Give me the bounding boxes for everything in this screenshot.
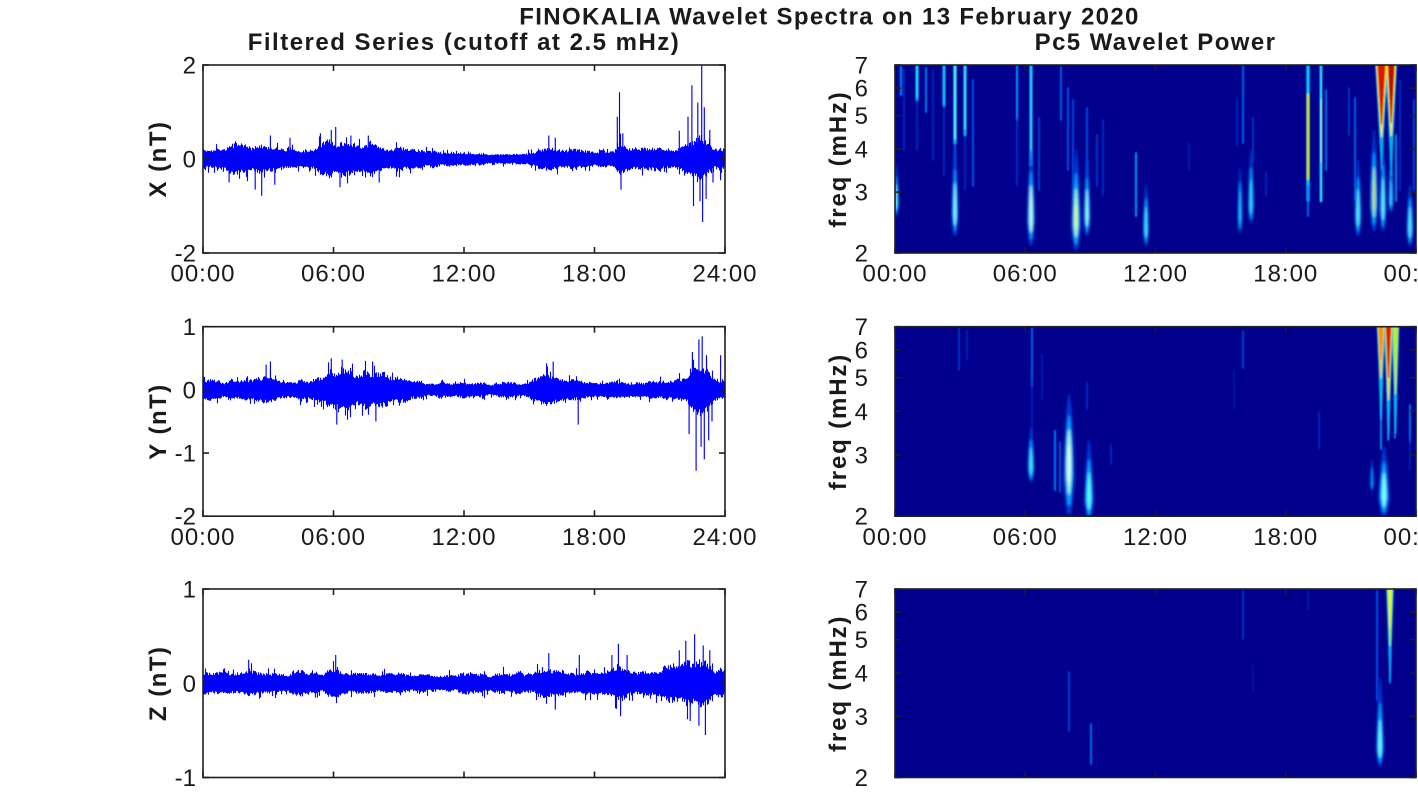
svg-text:06:00: 06:00 xyxy=(993,524,1058,551)
svg-text:Pc5 Wavelet Power: Pc5 Wavelet Power xyxy=(1035,29,1277,56)
svg-text:00:00: 00:00 xyxy=(170,524,235,551)
svg-text:freq (mHz): freq (mHz) xyxy=(825,353,852,490)
svg-text:4: 4 xyxy=(855,661,868,688)
svg-text:1: 1 xyxy=(183,577,196,604)
svg-text:06:00: 06:00 xyxy=(301,261,366,288)
svg-text:-1: -1 xyxy=(175,765,196,788)
svg-text:12:00: 12:00 xyxy=(1123,261,1188,288)
svg-text:3: 3 xyxy=(855,442,868,469)
svg-text:7: 7 xyxy=(855,314,868,341)
svg-text:18:00: 18:00 xyxy=(562,524,627,551)
svg-text:06:00: 06:00 xyxy=(301,524,366,551)
svg-text:00:00: 00:00 xyxy=(862,524,927,551)
svg-text:-2: -2 xyxy=(175,504,196,531)
svg-text:7: 7 xyxy=(855,577,868,604)
svg-text:2: 2 xyxy=(855,765,868,788)
svg-text:5: 5 xyxy=(855,103,868,130)
svg-text:0: 0 xyxy=(183,671,196,698)
svg-text:Z (nT): Z (nT) xyxy=(145,645,172,721)
svg-text:00:00: 00:00 xyxy=(862,261,927,288)
svg-text:00:00: 00:00 xyxy=(1383,261,1418,288)
svg-text:12:00: 12:00 xyxy=(1123,524,1188,551)
svg-text:4: 4 xyxy=(855,399,868,426)
svg-text:3: 3 xyxy=(855,180,868,207)
svg-text:6: 6 xyxy=(855,76,868,103)
svg-text:6: 6 xyxy=(855,338,868,365)
svg-text:4: 4 xyxy=(855,136,868,163)
svg-text:Filtered Series (cutoff at 2.5: Filtered Series (cutoff at 2.5 mHz) xyxy=(248,29,681,56)
svg-text:freq (mHz): freq (mHz) xyxy=(825,615,852,752)
svg-text:6: 6 xyxy=(855,600,868,627)
svg-text:12:00: 12:00 xyxy=(431,261,496,288)
svg-text:18:00: 18:00 xyxy=(1253,524,1318,551)
svg-text:24:00: 24:00 xyxy=(692,524,757,551)
svg-text:FINOKALIA Wavelet Spectra on 1: FINOKALIA Wavelet Spectra on 13 February… xyxy=(519,3,1139,30)
svg-text:freq (mHz): freq (mHz) xyxy=(825,90,852,227)
svg-text:00:00: 00:00 xyxy=(1383,524,1418,551)
svg-text:2: 2 xyxy=(855,504,868,531)
svg-text:24:00: 24:00 xyxy=(692,261,757,288)
svg-text:0: 0 xyxy=(183,377,196,404)
svg-text:00:00: 00:00 xyxy=(170,261,235,288)
svg-text:7: 7 xyxy=(855,53,868,80)
svg-text:Y (nT): Y (nT) xyxy=(145,383,172,460)
svg-text:2: 2 xyxy=(183,53,196,80)
svg-text:06:00: 06:00 xyxy=(993,261,1058,288)
svg-text:-2: -2 xyxy=(175,241,196,268)
svg-text:12:00: 12:00 xyxy=(431,524,496,551)
svg-text:5: 5 xyxy=(855,627,868,654)
svg-text:-1: -1 xyxy=(175,441,196,468)
svg-text:3: 3 xyxy=(855,704,868,731)
svg-text:18:00: 18:00 xyxy=(562,261,627,288)
svg-text:0: 0 xyxy=(183,147,196,174)
svg-text:5: 5 xyxy=(855,365,868,392)
svg-text:1: 1 xyxy=(183,314,196,341)
svg-text:X (nT): X (nT) xyxy=(145,121,172,198)
svg-text:18:00: 18:00 xyxy=(1253,261,1318,288)
svg-text:2: 2 xyxy=(855,241,868,268)
